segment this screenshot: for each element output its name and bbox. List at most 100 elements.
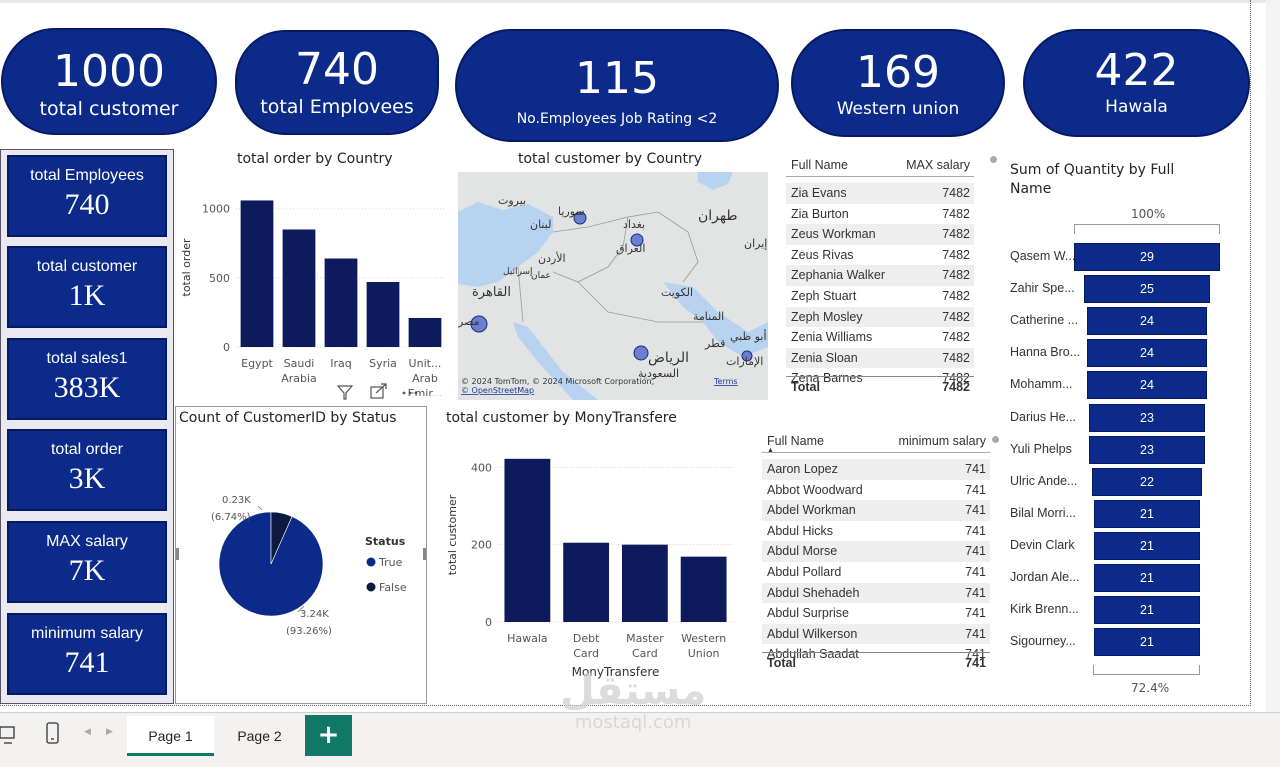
funnel-row[interactable]: Yuli Phelps 23 [1005,435,1235,464]
table-row[interactable]: Zeus Workman 7482 [786,224,974,245]
funnel-row[interactable]: Ulric Ande... 22 [1005,467,1235,496]
table-row[interactable]: Zenia Williams 7482 [786,327,974,348]
legend-label[interactable]: False [379,581,407,594]
kpi-western-union[interactable]: 169 Western union [791,29,1005,137]
bar[interactable] [366,282,400,347]
funnel-row[interactable]: Sigourney... 21 [1005,628,1235,657]
table-scrollbar[interactable] [990,156,997,163]
more-options-icon[interactable] [402,391,418,395]
funnel-row[interactable]: Darius He... 23 [1005,403,1235,432]
resize-handle[interactable] [176,548,179,560]
funnel-bar[interactable]: 23 [1089,403,1205,432]
table-row[interactable]: Abdul Shehadeh 741 [762,582,990,604]
bar[interactable] [621,544,668,622]
pie-chart-status[interactable]: 3.24K (93.26%) 0.23K (6.74%) Status True False [176,430,426,700]
sort-ascending-icon[interactable]: ▲ [767,447,774,454]
card-max-salary[interactable]: MAX salary 7K [7,521,167,603]
resize-handle[interactable] [423,548,426,560]
table-row[interactable]: Abdul Pollard 741 [762,562,990,583]
next-page-arrow-icon[interactable]: ▶ [106,727,113,737]
column-header-full-name[interactable]: Full Name [791,158,848,172]
table-row[interactable]: Abdul Hicks 741 [762,521,990,542]
pie-visual-frame[interactable] [175,406,427,704]
funnel-row[interactable]: Kirk Brenn... 21 [1005,596,1235,625]
card-total-employees[interactable]: total Employees 740 [7,155,167,237]
kpi-low-job-rating[interactable]: 115 No.Employees Job Rating <2 [455,29,779,142]
bar[interactable] [408,317,442,347]
funnel-bar[interactable]: 21 [1094,596,1200,625]
funnel-bar[interactable]: 29 [1074,243,1220,271]
tab-page-2[interactable]: Page 2 [237,728,282,744]
table-row[interactable]: Zia Evans 7482 [786,183,974,204]
table-row[interactable]: Aaron Lopez 741 [762,459,990,480]
column-header-max-salary[interactable]: MAX salary [906,158,970,172]
table-row[interactable]: Abbot Woodward 741 [762,480,990,501]
funnel-row[interactable]: Devin Clark 21 [1005,531,1235,560]
table-minimum-salary[interactable]: Full Name minimum salary ▲ Aaron Lopez 74… [762,433,990,683]
desktop-layout-icon[interactable] [0,723,18,747]
card-total-order[interactable]: total order 3K [7,429,167,511]
funnel-bar[interactable]: 24 [1086,339,1208,368]
bar[interactable] [680,556,727,622]
bar-chart-orders-by-country[interactable]: 0 500 1000 Egypt Saudi Arabia Iraq Syria Unit...… [176,170,452,396]
funnel-bar[interactable]: 25 [1084,275,1210,304]
funnel-bar[interactable]: 22 [1091,467,1203,496]
table-row[interactable]: Zeus Rivas 7482 [786,245,974,266]
column-header-full-name[interactable]: Full Name [767,434,824,448]
bar[interactable] [282,229,316,347]
funnel-bar[interactable]: 21 [1094,499,1200,528]
mobile-layout-icon[interactable] [45,721,61,747]
table-row[interactable]: Zia Burton 7482 [786,204,974,225]
funnel-row[interactable]: Hanna Bro... 24 [1005,339,1235,368]
funnel-bar[interactable]: 21 [1094,531,1200,560]
table-row[interactable]: Abdullah Saadat 741 [762,644,990,660]
table-row[interactable]: Abdul Wilkerson 741 [762,623,990,645]
add-page-button[interactable]: + [305,715,352,756]
map-terms-link[interactable]: Terms [713,377,738,386]
table-row[interactable]: Zenia Sloan 7482 [786,347,974,369]
kpi-total-customer[interactable]: 1000 total customer [1,28,217,135]
tab-page-1[interactable]: Page 1 [127,716,214,756]
bar[interactable] [324,258,358,347]
total-label: Total [791,380,820,394]
funnel-row[interactable]: Catherine ... 24 [1005,307,1235,336]
map-customers-by-country[interactable]: سوريا بيروت لبنان بغداد العراق الأردن طه… [458,172,768,400]
pie-slice[interactable] [270,511,293,565]
funnel-row[interactable]: Bilal Morri... 21 [1005,499,1235,528]
bar-chart-customers-by-transfer[interactable]: 0 200 400 Hawala Debt Card Master Card Western Un… [438,428,738,688]
table-row[interactable]: Abdul Morse 741 [762,541,990,562]
funnel-bar[interactable]: 21 [1094,564,1200,592]
funnel-bar[interactable]: 24 [1086,371,1208,400]
card-minimum-salary[interactable]: minimum salary 741 [7,613,167,695]
map-credit-osm[interactable]: © OpenStreetMap [461,386,534,395]
table-scrollbar[interactable] [992,436,999,443]
column-header-minimum-salary[interactable]: minimum salary [898,434,986,448]
funnel-row[interactable]: Qasem W... 29 [1005,243,1235,271]
table-row[interactable]: Zeph Stuart 7482 [786,286,974,307]
funnel-row[interactable]: Zahir Spe... 25 [1005,275,1235,304]
kpi-total-employees[interactable]: 740 total Emplovees [235,30,439,135]
bar[interactable] [240,200,274,347]
funnel-row[interactable]: Mohamm... 24 [1005,371,1235,400]
card-total-customer[interactable]: total customer 1K [7,246,167,328]
funnel-bar[interactable]: 21 [1094,628,1200,657]
table-row[interactable]: Zephania Walker 7482 [786,265,974,286]
legend-marker[interactable] [366,557,376,567]
legend-label[interactable]: True [378,556,403,569]
table-row[interactable]: Abdul Surprise 741 [762,603,990,624]
funnel-bar[interactable]: 24 [1086,307,1208,336]
bar[interactable] [504,458,551,622]
bar[interactable] [563,542,610,622]
focus-mode-icon[interactable] [370,383,387,399]
card-total-sales[interactable]: total sales1 383K [7,338,167,420]
previous-page-arrow-icon[interactable]: ◀ [84,727,91,737]
filter-icon[interactable] [336,385,354,400]
table-max-salary[interactable]: Full Name MAX salary Zia Evans 7482 Zia Bu… [786,157,974,402]
legend-marker[interactable] [366,582,376,592]
funnel-row[interactable]: Jordan Ale... 21 [1005,564,1235,592]
kpi-hawala[interactable]: 422 Hawala [1023,29,1250,137]
funnel-bar[interactable]: 23 [1089,435,1205,464]
vertical-scrollbar[interactable] [1266,0,1280,712]
table-row[interactable]: Zeph Mosley 7482 [786,306,974,328]
table-row[interactable]: Abdel Workman 741 [762,500,990,521]
